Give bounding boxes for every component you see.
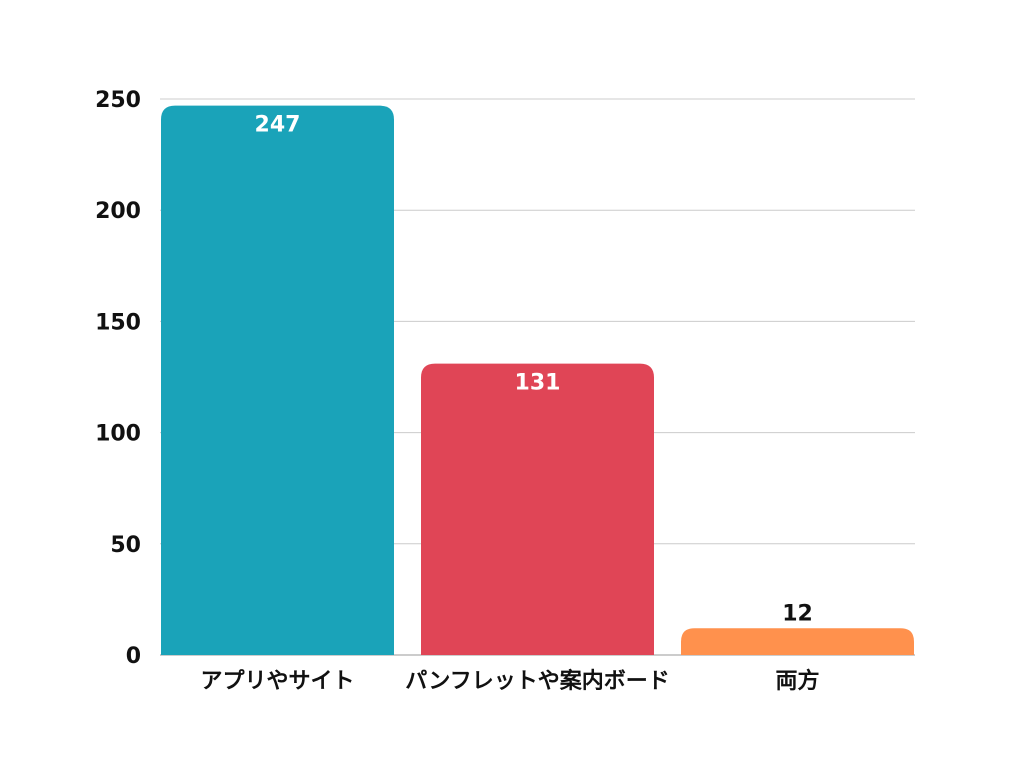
category-label-1: アプリやサイト: [200, 669, 354, 694]
bar-1: [161, 105, 394, 655]
value-labels: 247 131 12: [255, 113, 813, 627]
value-label-3: 12: [782, 601, 813, 626]
y-tick-label: 0: [126, 644, 141, 669]
y-tick-label: 100: [95, 422, 141, 447]
y-tick-label: 250: [95, 88, 141, 113]
y-tick-label: 200: [95, 199, 141, 224]
bar-3: [681, 628, 914, 655]
value-label-2: 131: [515, 371, 561, 396]
y-tick-label: 50: [110, 533, 141, 558]
category-label-2: パンフレットや案内ボード: [405, 668, 669, 694]
y-tick-label: 150: [95, 310, 141, 335]
bars: [161, 105, 914, 655]
value-label-1: 247: [255, 113, 301, 138]
category-labels: アプリやサイト パンフレットや案内ボード 両方: [200, 668, 819, 694]
category-label-3: 両方: [775, 668, 819, 694]
y-axis-tick-labels: 0 50 100 150 200 250: [95, 88, 141, 669]
bar-2: [421, 363, 654, 655]
